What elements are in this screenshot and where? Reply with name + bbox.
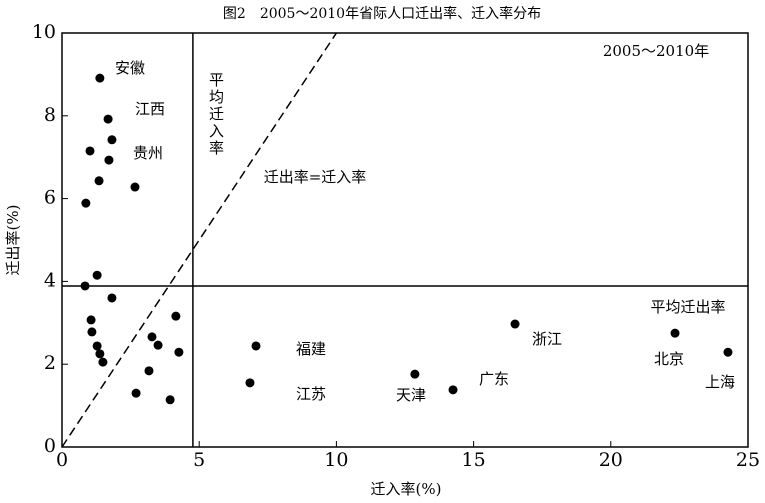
x-tick-label: 0 [56, 449, 68, 471]
annotation: 江西 [135, 100, 165, 118]
annotation: 广东 [479, 370, 509, 388]
annotation: 平均迁出率 [650, 298, 725, 316]
annotation: 贵州 [133, 144, 163, 162]
point [144, 366, 154, 376]
y-tick-label: 6 [44, 187, 56, 209]
x-tick-label: 5 [193, 449, 205, 471]
point [86, 315, 96, 325]
point [670, 328, 680, 338]
annotation: 江苏 [296, 385, 326, 403]
point [510, 319, 520, 329]
y-tick-label: 10 [32, 21, 56, 43]
point [723, 347, 733, 357]
point [410, 369, 420, 379]
point [448, 385, 458, 395]
x-tick-label: 10 [324, 449, 348, 471]
point [94, 176, 104, 186]
point [153, 340, 163, 350]
y-tick-label: 4 [44, 269, 56, 291]
annotation: 上海 [705, 373, 735, 391]
point [103, 114, 113, 124]
x-tick-label: 25 [736, 449, 760, 471]
point [107, 135, 117, 145]
point [81, 198, 91, 208]
plot-frame [61, 32, 749, 448]
point [147, 332, 157, 342]
annotation: 2005～2010年 [603, 42, 709, 60]
point [104, 155, 114, 165]
annotation: 北京 [654, 350, 684, 368]
equal-line [61, 32, 338, 448]
x-axis-label: 迁入率(%) [371, 480, 442, 498]
point [174, 347, 184, 357]
point [98, 357, 108, 367]
x-tick-label: 15 [462, 449, 486, 471]
point [131, 388, 141, 398]
point [130, 182, 140, 192]
point [171, 311, 181, 321]
annotation: 迁出率=迁入率 [264, 168, 367, 186]
point [245, 378, 255, 388]
point [165, 395, 175, 405]
point [107, 293, 117, 303]
y-tick-label: 2 [44, 352, 56, 374]
point [95, 349, 105, 359]
point [87, 327, 97, 337]
point [80, 281, 90, 291]
annotation: 平均迁入率 [207, 72, 225, 157]
y-axis-label: 迁出率(%) [4, 205, 22, 276]
y-tick-label: 8 [44, 104, 56, 126]
annotation: 天津 [396, 386, 426, 404]
x-tick-label: 20 [599, 449, 623, 471]
point [85, 146, 95, 156]
annotation: 浙江 [532, 330, 562, 348]
point [92, 341, 102, 351]
y-tick-label: 0 [44, 435, 56, 457]
annotation: 安徽 [115, 59, 145, 77]
point [251, 341, 261, 351]
point [95, 73, 105, 83]
annotation: 福建 [296, 340, 326, 358]
point [92, 270, 102, 280]
chart-title: 图2 2005～2010年省际人口迁出率、迁入率分布 [223, 5, 541, 22]
